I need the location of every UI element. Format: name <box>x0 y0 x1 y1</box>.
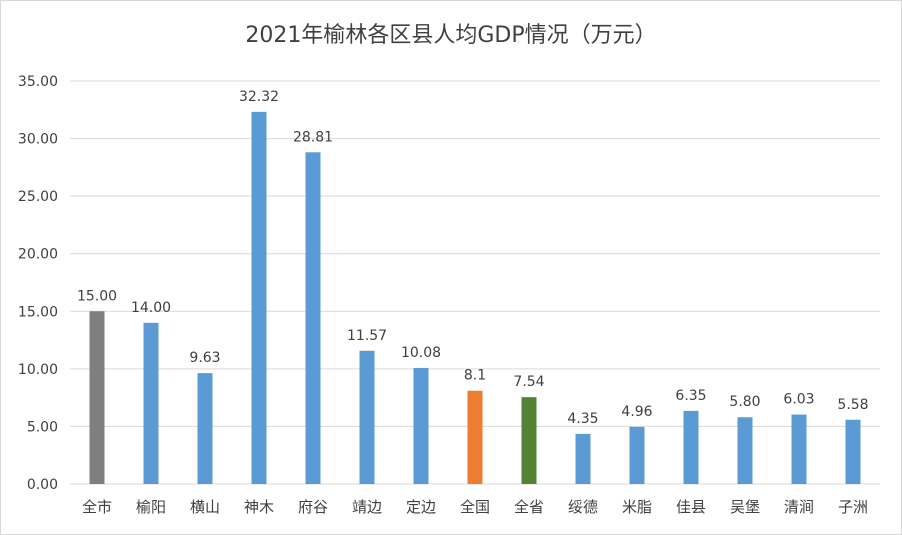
x-category-label: 子洲 <box>838 498 868 516</box>
data-label: 6.35 <box>675 388 706 404</box>
x-category-label: 榆阳 <box>136 498 166 516</box>
bar-子洲 <box>845 419 861 484</box>
bar-神木 <box>251 111 267 485</box>
y-tick-label: 20.00 <box>18 247 58 263</box>
y-tick-label: 15.00 <box>18 304 58 320</box>
y-tick-label: 30.00 <box>18 132 58 148</box>
bar-定边 <box>413 367 429 484</box>
y-tick-label: 35.00 <box>18 74 58 90</box>
bar-府谷 <box>305 152 321 484</box>
y-tick-label: 25.00 <box>18 189 58 205</box>
bar-清涧 <box>791 414 807 484</box>
x-category-label: 吴堡 <box>730 498 760 516</box>
data-label: 8.1 <box>464 368 486 384</box>
x-axis-categories: 全市 榆阳 横山 神木 府谷 靖边 定边 全国 全省 绥德 米脂 佳县 吴堡 清涧 子洲 <box>82 498 868 516</box>
y-tick-label: 10.00 <box>18 362 58 378</box>
bar-全市 <box>89 311 105 484</box>
y-tick-label: 5.00 <box>27 419 58 435</box>
data-label: 5.80 <box>729 394 760 410</box>
bar-榆阳 <box>143 322 159 484</box>
data-label: 10.08 <box>401 345 441 361</box>
data-label: 6.03 <box>783 392 814 408</box>
data-label: 4.96 <box>621 404 652 420</box>
data-label: 14.00 <box>131 300 171 316</box>
data-label: 28.81 <box>293 129 333 145</box>
chart-title: 2021年榆林各区县人均GDP情况（万元） <box>245 23 656 48</box>
x-category-label: 定边 <box>406 498 436 516</box>
bar-绥德 <box>575 433 591 484</box>
bar-靖边 <box>359 350 375 484</box>
x-category-label: 全国 <box>460 498 490 516</box>
x-category-label: 全省 <box>514 498 544 516</box>
bar-全省 <box>521 397 537 484</box>
data-label: 15.00 <box>77 288 117 304</box>
x-category-label: 全市 <box>82 498 112 516</box>
x-category-label: 神木 <box>244 498 274 516</box>
data-label: 7.54 <box>513 374 544 390</box>
bar-米脂 <box>629 426 645 484</box>
data-label: 9.63 <box>189 350 220 366</box>
data-label: 5.58 <box>837 397 868 413</box>
data-labels: 15.00 14.00 9.63 32.32 28.81 11.57 10.08 8.1 7.5… <box>77 89 869 427</box>
data-label: 4.35 <box>567 411 598 427</box>
x-category-label: 米脂 <box>622 498 652 516</box>
bar-全国 <box>467 390 483 484</box>
bar-横山 <box>197 373 213 484</box>
x-category-label: 横山 <box>190 498 220 516</box>
y-axis-ticks: 0.00 5.00 10.00 15.00 20.00 25.00 30.00 35.00 <box>18 74 58 493</box>
x-category-label: 绥德 <box>568 498 598 516</box>
bars <box>89 111 861 485</box>
x-category-label: 佳县 <box>676 498 706 516</box>
y-tick-label: 0.00 <box>27 477 58 493</box>
bar-佳县 <box>683 410 699 484</box>
data-label: 11.57 <box>347 328 387 344</box>
x-category-label: 清涧 <box>784 498 814 516</box>
data-label: 32.32 <box>239 89 279 105</box>
bar-吴堡 <box>737 417 753 484</box>
x-category-label: 靖边 <box>352 498 382 516</box>
x-category-label: 府谷 <box>298 498 328 516</box>
